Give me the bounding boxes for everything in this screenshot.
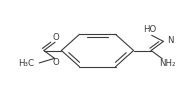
Text: N: N bbox=[167, 36, 173, 45]
Text: O: O bbox=[53, 58, 59, 67]
Text: HO: HO bbox=[143, 25, 156, 34]
Text: O: O bbox=[53, 33, 59, 42]
Text: H₃C: H₃C bbox=[18, 59, 35, 68]
Text: NH₂: NH₂ bbox=[159, 59, 176, 68]
